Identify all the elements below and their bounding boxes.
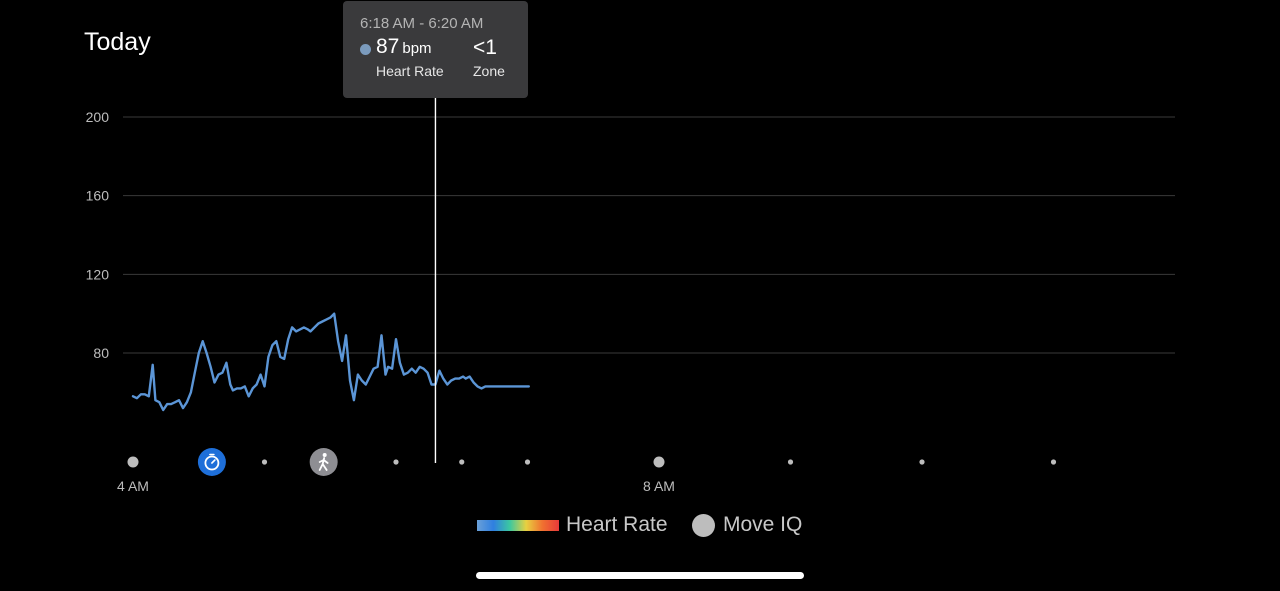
tooltip-unit: bpm [402,40,432,57]
y-tick-80: 80 [93,345,109,361]
x-tick-label: 4 AM [117,478,149,494]
move-iq-hour-marker [653,456,665,468]
tooltip-zone-value: <1 [473,36,497,59]
heart-rate-line [131,312,530,412]
heart-rate-tooltip: 6:18 AM - 6:20 AM 87 bpm Heart Rate <1 Zo… [343,1,528,98]
tooltip-value-label: Heart Rate [376,63,444,79]
tooltip-bpm-value: 87 [376,35,400,58]
walking-icon[interactable] [309,448,338,476]
move-iq-legend-label: Move IQ [723,513,803,536]
move-iq-minor-marker [524,459,531,465]
grid-layer [123,116,1175,354]
tooltip-series-dot [360,44,371,55]
move-iq-legend-swatch [692,514,715,537]
chart-legend: Heart Rate Move IQ [0,512,1280,540]
move-iq-minor-marker [919,459,925,465]
stopwatch-icon[interactable] [197,448,226,476]
y-tick-160: 160 [86,188,110,204]
series-layer [131,312,530,412]
x-tick-labels: 4 AM 8 AM [117,478,675,494]
y-tick-200: 200 [86,109,110,125]
move-iq-minor-marker [1050,459,1057,465]
move-iq-minor-marker [261,459,268,465]
home-indicator[interactable] [476,572,804,579]
y-tick-120: 120 [86,266,110,282]
tooltip-zone-label: Zone [473,63,505,79]
move-iq-minor-marker [393,459,399,465]
x-tick-label: 8 AM [643,478,675,494]
page-title: Today [84,28,151,56]
tooltip-value: 87 bpm [376,35,432,59]
heart-rate-legend-label: Heart Rate [566,513,668,536]
heart-rate-legend-swatch [477,520,559,531]
y-tick-labels: 80 120 160 200 [86,109,110,361]
move-iq-hour-marker [127,456,139,468]
move-iq-track [127,448,1057,476]
move-iq-minor-marker [459,459,465,465]
tooltip-time-range: 6:18 AM - 6:20 AM [360,15,484,32]
move-iq-minor-marker [787,459,794,465]
